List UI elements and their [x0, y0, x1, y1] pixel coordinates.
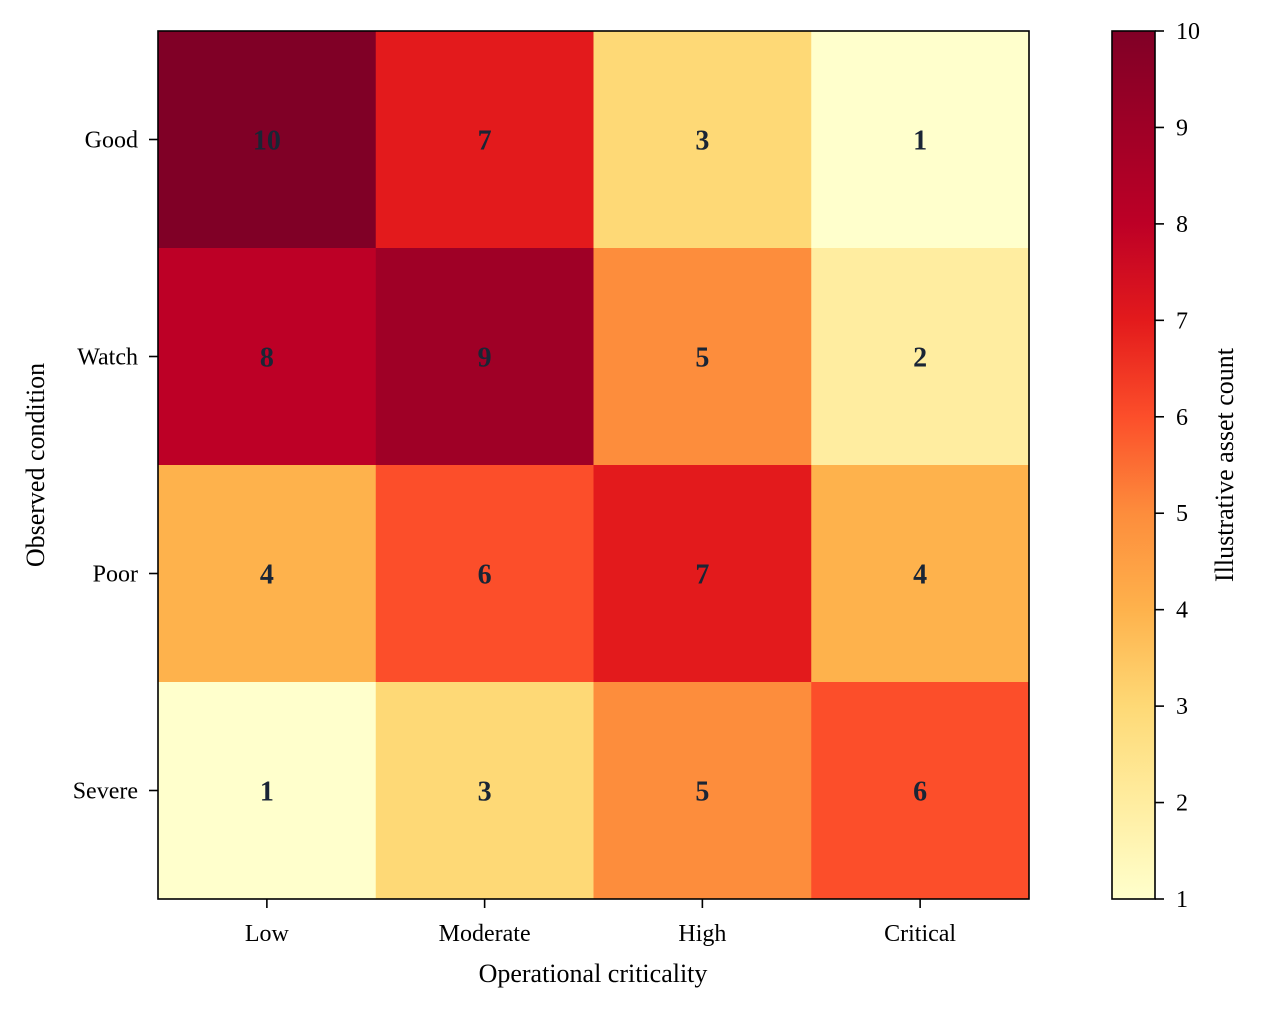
heatmap-cell-good-high	[593, 31, 812, 249]
heatmap-cell-severe-high	[593, 682, 812, 900]
colorbar-tick-label: 2	[1176, 791, 1188, 817]
x-tick-label-low: Low	[245, 921, 290, 947]
heatmap-cell-good-low	[158, 31, 377, 249]
cell-value-label: 10	[253, 126, 281, 157]
colorbar-tick-label: 7	[1176, 308, 1188, 334]
heatmap-cell-severe-critical	[811, 682, 1030, 900]
colorbar-tick-label: 8	[1176, 212, 1188, 238]
heatmap-cells	[158, 31, 1030, 900]
colorbar-tick-label: 1	[1176, 887, 1188, 913]
x-tick-label-moderate: Moderate	[439, 921, 531, 947]
y-tick-label-good: Good	[85, 128, 138, 154]
cell-value-label: 5	[695, 777, 709, 808]
heatmap-cell-labels: 10 7 3 1 8 9 5 2 4 6 7 4 1 3 5 6	[253, 126, 927, 808]
y-tick-label-severe: Severe	[73, 779, 138, 805]
heatmap-cell-poor-low	[158, 465, 377, 683]
colorbar-label: Illustrative asset count	[1210, 347, 1239, 582]
heatmap-cell-severe-moderate	[375, 682, 594, 900]
heatmap-cell-watch-high	[593, 248, 812, 466]
cell-value-label: 3	[695, 126, 709, 157]
heatmap-cell-poor-moderate	[375, 465, 594, 683]
cell-value-label: 2	[913, 343, 927, 374]
x-tick-label-critical: Critical	[884, 921, 956, 947]
heatmap-cell-watch-moderate	[375, 248, 594, 466]
cell-value-label: 6	[478, 560, 492, 591]
cell-value-label: 8	[260, 343, 274, 374]
heatmap-cell-poor-critical	[811, 465, 1030, 683]
cell-value-label: 5	[695, 343, 709, 374]
colorbar-tick-label: 3	[1176, 694, 1188, 720]
cell-value-label: 3	[478, 777, 492, 808]
colorbar	[1112, 31, 1155, 899]
plot-frame	[157, 30, 1030, 900]
heatmap-cell-watch-low	[158, 248, 377, 466]
x-tick-label-high: High	[678, 921, 726, 947]
cell-value-label: 1	[260, 777, 274, 808]
colorbar-tick-label: 10	[1176, 19, 1200, 45]
cell-value-label: 1	[913, 126, 927, 157]
cell-value-label: 7	[478, 126, 492, 157]
colorbar-frame	[1111, 30, 1156, 900]
heatmap-cell-watch-critical	[811, 248, 1030, 466]
cell-value-label: 4	[260, 560, 274, 591]
x-axis-ticks: Low Moderate High Critical	[245, 899, 956, 947]
y-tick-label-poor: Poor	[93, 562, 138, 588]
colorbar-tick-label: 5	[1176, 501, 1188, 527]
y-axis-label: Observed condition	[21, 363, 50, 567]
colorbar-ticks: 1 2 3 4 5 6 7 8 9 10	[1155, 19, 1200, 913]
x-axis-label: Operational criticality	[479, 959, 708, 988]
colorbar-tick-label: 9	[1176, 115, 1188, 141]
heatmap-cell-good-moderate	[375, 31, 594, 249]
cell-value-label: 4	[913, 560, 927, 591]
heatmap-cell-severe-low	[158, 682, 377, 900]
y-axis-ticks: Good Watch Poor Severe	[73, 128, 158, 805]
cell-value-label: 7	[695, 560, 709, 591]
cell-value-label: 6	[913, 777, 927, 808]
y-tick-label-watch: Watch	[77, 345, 138, 371]
heatmap-cell-poor-high	[593, 465, 812, 683]
colorbar-tick-label: 6	[1176, 405, 1188, 431]
heatmap-cell-good-critical	[811, 31, 1030, 249]
cell-value-label: 9	[478, 343, 492, 374]
colorbar-tick-label: 4	[1176, 598, 1188, 624]
